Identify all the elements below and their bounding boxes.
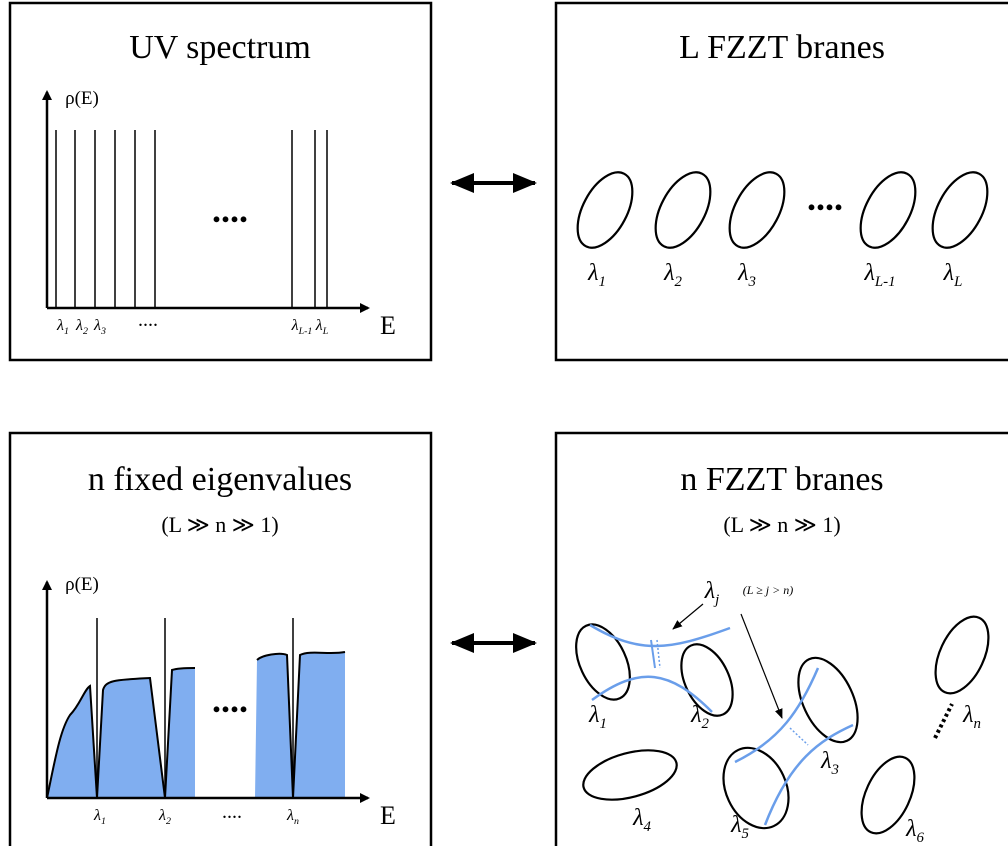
tick-label: λ1 xyxy=(93,807,106,827)
symbol: λ xyxy=(93,317,101,334)
subscript: 2 xyxy=(166,816,171,827)
symbol: λ xyxy=(286,807,294,824)
brane-label: λ5 xyxy=(730,812,749,842)
brane-label: λ3 xyxy=(820,748,839,778)
symbol: λ xyxy=(587,260,598,286)
brane-label: λ6 xyxy=(905,816,924,846)
tick-label: λ2 xyxy=(158,807,171,827)
ellipsis: .... xyxy=(222,801,242,823)
symbol: λ xyxy=(737,260,748,286)
brane-label: λn xyxy=(962,702,981,732)
symbol: λ xyxy=(863,260,874,286)
brane-label: λ4 xyxy=(632,805,651,835)
subscript: 2 xyxy=(674,274,682,290)
panel-title: L FZZT branes xyxy=(679,29,885,66)
tick-label: λL xyxy=(315,317,329,337)
branes xyxy=(566,163,998,256)
symbol: λ xyxy=(820,748,831,774)
panel-title: n FZZT branes xyxy=(680,461,883,498)
symbol: λ xyxy=(158,807,166,824)
brane-label: λ1 xyxy=(588,702,607,732)
symbol: λ xyxy=(93,807,101,824)
subscript: 1 xyxy=(598,274,605,290)
tick-label: λ1 xyxy=(56,317,69,337)
subscript: L xyxy=(322,326,329,337)
brane-label: λ1 xyxy=(587,260,606,290)
symbol: λ xyxy=(56,317,64,334)
panel-title: n fixed eigenvalues xyxy=(88,461,352,498)
symbol: λ xyxy=(291,317,299,334)
panel-title: UV spectrum xyxy=(129,29,311,66)
subscript: 4 xyxy=(643,819,651,835)
symbol: λ xyxy=(905,816,916,842)
symbol: λ xyxy=(690,702,701,728)
uv-plot xyxy=(47,92,368,308)
y-axis-label: ρ(E) xyxy=(65,88,99,109)
subscript: 3 xyxy=(100,326,106,337)
subscript: n xyxy=(973,716,980,732)
symbol: λ xyxy=(632,805,643,831)
subscript: L-1 xyxy=(298,326,313,337)
tick-label: λn xyxy=(286,807,299,827)
brane-label: λL-1 xyxy=(863,260,895,290)
symbol: λ xyxy=(962,702,973,728)
x-axis-label: E xyxy=(380,801,396,830)
subscript: 1 xyxy=(64,326,69,337)
subscript: 2 xyxy=(701,716,709,732)
subscript: L-1 xyxy=(874,274,896,290)
brane-label: λL xyxy=(943,260,963,290)
subscript: n xyxy=(294,816,299,827)
symbol: λ xyxy=(588,702,599,728)
panel-subtitle: (L ≫ n ≫ 1) xyxy=(161,512,278,537)
annotation: λj xyxy=(704,578,720,608)
symbol: λ xyxy=(315,317,323,334)
subscript: 2 xyxy=(83,326,88,337)
subscript: L xyxy=(953,274,962,290)
symbol: λ xyxy=(663,260,674,286)
annotation-note: (L ≥ j > n) xyxy=(743,583,793,597)
x-axis-label: E xyxy=(380,311,396,340)
subscript: 5 xyxy=(741,826,748,842)
subscript: 1 xyxy=(599,716,606,732)
ellipsis: .... xyxy=(807,178,843,218)
eigen-plot xyxy=(47,582,368,798)
subscript: 3 xyxy=(747,274,755,290)
brane-label: λ3 xyxy=(737,260,756,290)
symbol: λ xyxy=(704,578,715,604)
subscript: 1 xyxy=(101,816,106,827)
symbol: λ xyxy=(943,260,954,286)
ellipsis: .... xyxy=(212,190,248,230)
symbol: λ xyxy=(730,812,741,838)
brane-surfaces xyxy=(565,604,999,841)
panel-subtitle: (L ≫ n ≫ 1) xyxy=(723,512,840,537)
tick-label: λ3 xyxy=(93,317,106,337)
ellipsis: .... xyxy=(138,309,158,331)
diagram: UV spectrumρ(E)E........λ1λ2λ3λL-1λLL FZ… xyxy=(0,0,1008,846)
y-axis-label: ρ(E) xyxy=(65,574,99,595)
ellipsis: .... xyxy=(212,680,248,720)
subscript: 6 xyxy=(916,830,924,846)
brane-label: λ2 xyxy=(663,260,682,290)
subscript: 3 xyxy=(830,762,838,778)
symbol: λ xyxy=(75,317,83,334)
tick-label: λL-1 xyxy=(291,317,313,337)
tick-label: λ2 xyxy=(75,317,88,337)
